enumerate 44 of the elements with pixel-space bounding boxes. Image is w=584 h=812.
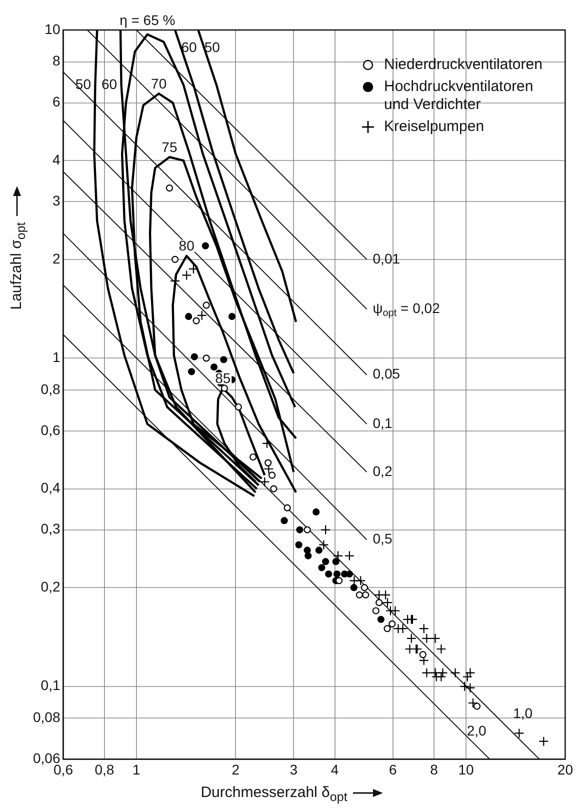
series-label: 2,0: [466, 722, 487, 738]
y-tick-label: 2: [52, 250, 60, 266]
x-tick-label: 4: [330, 761, 339, 778]
x-tick-label: 20: [557, 761, 574, 778]
x-tick-label: 1: [132, 761, 140, 778]
x-tick-label: 8: [430, 761, 438, 778]
y-tick-label: 0,3: [40, 520, 60, 537]
y-tick-label: 0,8: [40, 380, 60, 397]
x-tick-label: 2: [232, 761, 240, 778]
legend-label: Hochdruckventilatoren und Verdichter: [384, 78, 534, 114]
y-tick-label: 0,1: [40, 677, 60, 694]
y-tick-label: 10: [44, 20, 60, 37]
series-label: 60: [181, 38, 198, 55]
series-label: 0,5: [372, 530, 392, 546]
series-label: 1,0: [513, 704, 533, 721]
x-tick-label: 3: [290, 761, 298, 778]
x-tick-label: 6: [388, 761, 397, 778]
y-tick-label: 6: [52, 94, 60, 110]
x-axis-title: Durchmesserzahl δ$_{opt}$: [200, 784, 348, 804]
y-tick-label: 0,4: [40, 480, 60, 496]
y-tick-label: 0,08: [33, 709, 60, 726]
annotation: 85: [215, 370, 231, 386]
x-tick-label: 10: [458, 761, 474, 778]
legend-label: Niederdruckventilatoren: [384, 56, 542, 74]
legend-label: Kreiselpumpen: [384, 118, 484, 136]
y-tick-label: 4: [52, 151, 60, 168]
annotation: 75: [162, 138, 178, 155]
y-tick-label: 8: [52, 52, 60, 69]
y-tick-label: 0,2: [40, 578, 60, 594]
series-label: 50: [204, 38, 220, 55]
annotation: 80: [178, 238, 195, 254]
series-label: 0,1: [372, 414, 392, 431]
x-tick-label: 0,8: [94, 761, 114, 778]
y-tick-label: 1: [52, 349, 60, 366]
y-tick-label: 0,06: [33, 750, 60, 766]
text: 60: [102, 76, 118, 92]
series-label: 0,01: [372, 250, 400, 266]
annotation: η = 65 %: [120, 12, 176, 28]
annotation: 70: [151, 75, 167, 92]
series-label: 0,05: [372, 366, 400, 382]
y-tick-label: 3: [52, 192, 60, 208]
y-tick-label: 0,6: [40, 422, 60, 438]
series-label: 0,2: [372, 462, 392, 479]
text: 50: [75, 76, 91, 92]
